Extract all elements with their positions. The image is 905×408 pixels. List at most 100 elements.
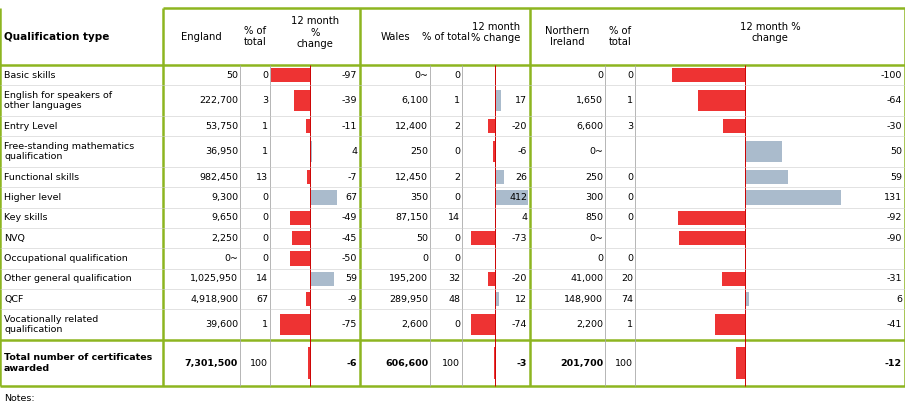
Text: 2,250: 2,250 xyxy=(211,234,238,243)
Text: 1: 1 xyxy=(627,320,633,329)
Text: 87,150: 87,150 xyxy=(395,213,428,222)
Text: 59: 59 xyxy=(890,173,902,182)
Text: 0: 0 xyxy=(422,254,428,263)
Text: 6: 6 xyxy=(896,295,902,304)
Text: 0: 0 xyxy=(454,71,460,80)
Text: -31: -31 xyxy=(887,275,902,284)
Text: % of total: % of total xyxy=(422,31,470,42)
Bar xyxy=(489,119,495,133)
Text: 12,450: 12,450 xyxy=(395,173,428,182)
Text: 13: 13 xyxy=(256,173,268,182)
Text: -9: -9 xyxy=(348,295,357,304)
Bar xyxy=(307,170,310,184)
Text: 0: 0 xyxy=(627,173,633,182)
Text: Notes:: Notes: xyxy=(4,393,34,403)
Text: 59: 59 xyxy=(345,275,357,284)
Text: 7,301,500: 7,301,500 xyxy=(185,359,238,368)
Text: 74: 74 xyxy=(621,295,633,304)
Text: 0~: 0~ xyxy=(224,254,238,263)
Bar xyxy=(736,347,745,379)
Bar xyxy=(745,292,749,306)
Text: 350: 350 xyxy=(410,193,428,202)
Text: 20: 20 xyxy=(621,275,633,284)
Text: 0~: 0~ xyxy=(414,71,428,80)
Bar xyxy=(471,314,495,335)
Text: 0: 0 xyxy=(627,193,633,202)
Bar xyxy=(723,119,745,133)
Text: 4: 4 xyxy=(521,213,527,222)
Text: Other general qualification: Other general qualification xyxy=(4,275,131,284)
Text: -6: -6 xyxy=(347,359,357,368)
Bar xyxy=(745,141,782,162)
Text: -30: -30 xyxy=(887,122,902,131)
Text: 1: 1 xyxy=(262,320,268,329)
Text: 0: 0 xyxy=(454,320,460,329)
Text: 6,100: 6,100 xyxy=(401,96,428,105)
Text: -11: -11 xyxy=(341,122,357,131)
Text: 131: 131 xyxy=(884,193,902,202)
Text: 3: 3 xyxy=(262,96,268,105)
Text: 12 month %
change: 12 month % change xyxy=(739,22,800,43)
Text: 2: 2 xyxy=(454,122,460,131)
Text: 0: 0 xyxy=(627,213,633,222)
Text: Entry Level: Entry Level xyxy=(4,122,57,131)
Text: -49: -49 xyxy=(341,213,357,222)
Text: 0: 0 xyxy=(262,254,268,263)
Text: 39,600: 39,600 xyxy=(205,320,238,329)
Text: -20: -20 xyxy=(511,122,527,131)
Text: 0: 0 xyxy=(454,254,460,263)
Bar xyxy=(280,314,310,335)
Bar xyxy=(698,90,745,111)
Bar xyxy=(495,90,500,111)
Text: -41: -41 xyxy=(887,320,902,329)
Bar xyxy=(291,211,310,225)
Bar xyxy=(493,141,495,162)
Text: 4: 4 xyxy=(351,147,357,156)
Bar xyxy=(672,68,745,82)
Text: % of
total: % of total xyxy=(609,26,632,47)
Text: 148,900: 148,900 xyxy=(564,295,603,304)
Text: QCF: QCF xyxy=(4,295,24,304)
Bar xyxy=(294,90,310,111)
Text: 0: 0 xyxy=(597,71,603,80)
Bar xyxy=(745,170,788,184)
Text: Occupational qualification: Occupational qualification xyxy=(4,254,128,263)
Text: 14: 14 xyxy=(256,275,268,284)
Text: Qualification type: Qualification type xyxy=(4,31,110,42)
Text: 0: 0 xyxy=(262,213,268,222)
Text: -64: -64 xyxy=(887,96,902,105)
Bar xyxy=(495,170,503,184)
Text: 26: 26 xyxy=(515,173,527,182)
Text: -100: -100 xyxy=(881,71,902,80)
Text: 3: 3 xyxy=(627,122,633,131)
Text: 222,700: 222,700 xyxy=(199,96,238,105)
Text: 0: 0 xyxy=(262,234,268,243)
Text: -39: -39 xyxy=(341,96,357,105)
Text: -45: -45 xyxy=(341,234,357,243)
Bar xyxy=(489,272,495,286)
Text: 100: 100 xyxy=(615,359,633,368)
Text: % of
total: % of total xyxy=(243,26,266,47)
Text: 300: 300 xyxy=(585,193,603,202)
Text: -3: -3 xyxy=(517,359,527,368)
Text: 606,600: 606,600 xyxy=(385,359,428,368)
Bar xyxy=(722,272,745,286)
Text: 0: 0 xyxy=(454,234,460,243)
Bar xyxy=(471,231,495,245)
Text: English for speakers of
other languages: English for speakers of other languages xyxy=(4,91,112,110)
Text: 100: 100 xyxy=(250,359,268,368)
Bar xyxy=(715,314,745,335)
Text: 2,600: 2,600 xyxy=(401,320,428,329)
Text: 250: 250 xyxy=(585,173,603,182)
Bar xyxy=(495,211,496,225)
Text: 1: 1 xyxy=(627,96,633,105)
Text: 2: 2 xyxy=(454,173,460,182)
Text: -97: -97 xyxy=(341,71,357,80)
Text: 12: 12 xyxy=(515,295,527,304)
Bar xyxy=(310,141,311,162)
Bar xyxy=(306,119,310,133)
Text: 9,650: 9,650 xyxy=(211,213,238,222)
Text: 195,200: 195,200 xyxy=(389,275,428,284)
Text: 12 month
%
change: 12 month % change xyxy=(291,16,339,49)
Text: Free-standing mathematics
qualification: Free-standing mathematics qualification xyxy=(4,142,134,161)
